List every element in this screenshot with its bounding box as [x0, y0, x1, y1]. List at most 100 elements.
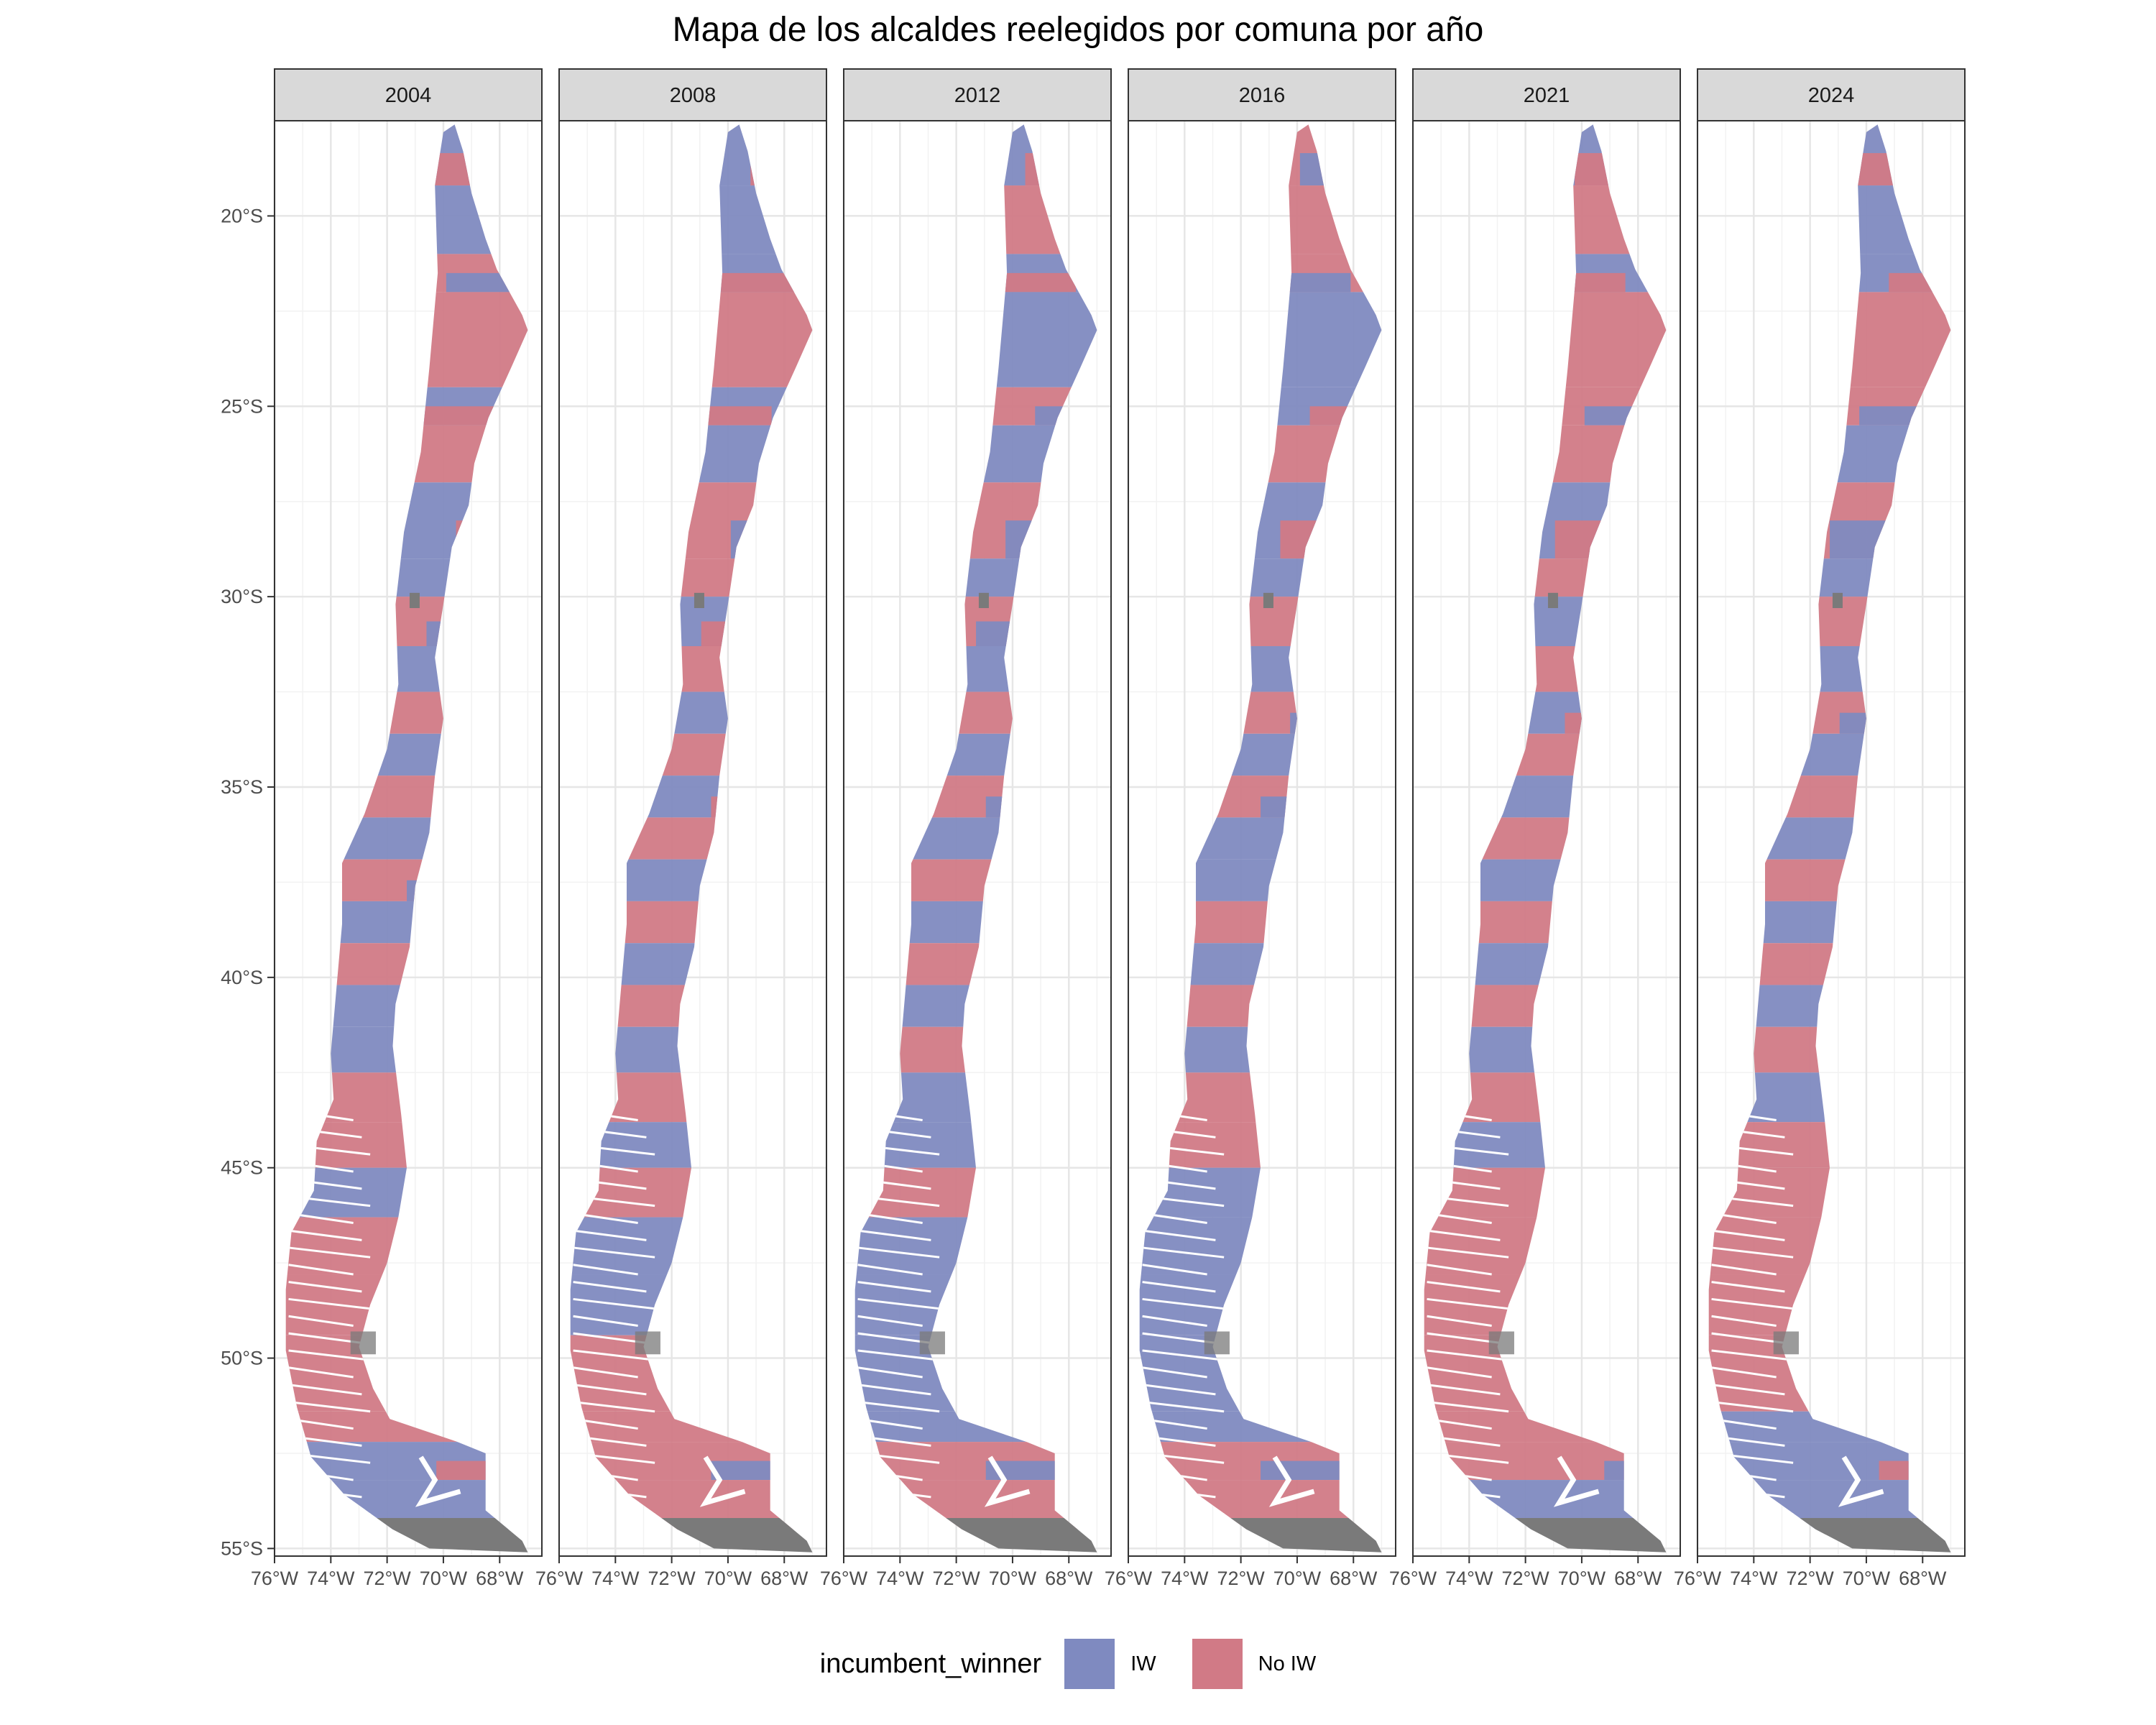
fjord-line — [1711, 1366, 1777, 1379]
strip-label-2021: 2021 — [1524, 84, 1570, 107]
na-area — [635, 1331, 660, 1355]
fjord-line — [1427, 1400, 1509, 1413]
x-tick-label: 76°W — [1105, 1568, 1153, 1589]
na-area — [919, 1331, 945, 1355]
fjord-line — [573, 1332, 647, 1344]
x-tick-label: 74°W — [1445, 1568, 1493, 1589]
fjord-line — [288, 1400, 371, 1413]
fjord-line — [1711, 1349, 1794, 1361]
fjord-line — [857, 1332, 931, 1344]
x-tick-label: 70°W — [704, 1568, 752, 1589]
fjord-line — [1711, 1400, 1794, 1413]
x-tick-label: 68°W — [1899, 1568, 1947, 1589]
x-tick-label: 76°W — [820, 1568, 868, 1589]
commune-split-2004-4 — [416, 406, 497, 426]
x-tick-label: 70°W — [420, 1568, 468, 1589]
fjord-line — [1711, 1332, 1785, 1344]
faceted-map: 2004 76°W 74°W 72°W 70°W 68°W 2008 76°W 74°W 72°W… — [221, 68, 1966, 1589]
legend-key-no-iw — [1192, 1639, 1243, 1689]
fjord-line — [1427, 1332, 1501, 1344]
fjord-line — [573, 1349, 655, 1361]
panel-2024: 2024 76°W 74°W 72°W 70°W 68°W — [1674, 68, 1966, 1589]
fjord-line — [1142, 1366, 1207, 1379]
x-tick-label: 68°W — [760, 1568, 808, 1589]
fjord-line — [857, 1246, 940, 1259]
na-area — [1488, 1331, 1514, 1355]
x-tick-label: 70°W — [1843, 1568, 1891, 1589]
fjord-line — [1142, 1246, 1225, 1259]
na-area — [350, 1331, 376, 1355]
fjord-line — [857, 1264, 923, 1276]
x-tick-label: 76°W — [1389, 1568, 1437, 1589]
x-tick-label: 74°W — [876, 1568, 924, 1589]
na-area — [409, 592, 420, 609]
legend-label-iw: IW — [1130, 1652, 1156, 1675]
strip-2016 — [1128, 68, 1396, 121]
strait — [1553, 1455, 1600, 1507]
strip-label-2008: 2008 — [670, 84, 717, 107]
fjord-line — [288, 1281, 362, 1293]
fjord-line — [573, 1246, 655, 1259]
fjord-line — [1142, 1349, 1225, 1361]
fjord-line — [288, 1366, 354, 1379]
strait — [699, 1455, 746, 1507]
x-tick-label: 70°W — [989, 1568, 1037, 1589]
strip-2021 — [1412, 68, 1681, 121]
fjord-line — [288, 1297, 371, 1310]
x-tick-label: 72°W — [1501, 1568, 1549, 1589]
y-tick-label: 25°S — [221, 395, 263, 417]
fjord-line — [857, 1400, 940, 1413]
fjord-line — [857, 1366, 923, 1379]
commune-split-2012-2 — [995, 272, 1077, 293]
fjord-line — [1427, 1246, 1509, 1259]
strip-2008 — [558, 68, 827, 121]
fjord-line — [1142, 1315, 1207, 1328]
fjord-line — [1427, 1315, 1492, 1328]
x-tick-label: 70°W — [1273, 1568, 1322, 1589]
x-tick-label: 72°W — [363, 1568, 411, 1589]
y-tick-label: 40°S — [221, 967, 263, 988]
na-area — [1547, 592, 1558, 609]
na-area — [1204, 1331, 1230, 1355]
strip-label-2012: 2012 — [954, 84, 1001, 107]
legend-title: incumbent_winner — [819, 1648, 1042, 1679]
fjord-line — [1711, 1229, 1785, 1241]
fjord-line — [573, 1281, 647, 1293]
y-tick-label: 20°S — [221, 205, 263, 226]
fjord-line — [288, 1384, 362, 1396]
x-tick-label: 74°W — [307, 1568, 355, 1589]
panel-2004: 2004 76°W 74°W 72°W 70°W 68°W — [251, 68, 543, 1589]
strait — [1268, 1455, 1315, 1507]
fjord-line — [857, 1349, 940, 1361]
fjord-line — [857, 1315, 923, 1328]
strait — [984, 1455, 1031, 1507]
y-tick-label: 30°S — [221, 586, 263, 607]
na-area — [1832, 592, 1843, 609]
strip-label-2016: 2016 — [1239, 84, 1286, 107]
fjord-line — [288, 1264, 354, 1276]
fjord-line — [1427, 1384, 1501, 1396]
na-area — [694, 592, 704, 609]
panel-border-2016 — [1128, 120, 1396, 1557]
panel-border-2021 — [1412, 120, 1681, 1557]
fjord-line — [1142, 1264, 1207, 1276]
strip-label-2004: 2004 — [385, 84, 432, 107]
x-tick-label: 74°W — [1161, 1568, 1209, 1589]
legend: incumbent_winner IW No IW — [0, 1639, 2156, 1689]
panel-border-2012 — [843, 120, 1112, 1557]
strait — [1838, 1455, 1884, 1507]
fjord-line — [288, 1349, 371, 1361]
x-tick-label: 76°W — [1674, 1568, 1722, 1589]
fjord-line — [573, 1264, 638, 1276]
na-area — [978, 592, 989, 609]
x-tick-label: 70°W — [1558, 1568, 1606, 1589]
panel-border-2024 — [1697, 120, 1966, 1557]
panel-2008: 2008 76°W 74°W 72°W 70°W 68°W — [535, 68, 827, 1589]
fjord-line — [1711, 1384, 1785, 1396]
fjord-line — [1142, 1400, 1225, 1413]
fjord-line — [857, 1229, 931, 1241]
y-tick-label: 35°S — [221, 776, 263, 798]
fjord-line — [288, 1229, 362, 1241]
panel-border-2008 — [558, 120, 827, 1557]
x-tick-label: 68°W — [476, 1568, 524, 1589]
